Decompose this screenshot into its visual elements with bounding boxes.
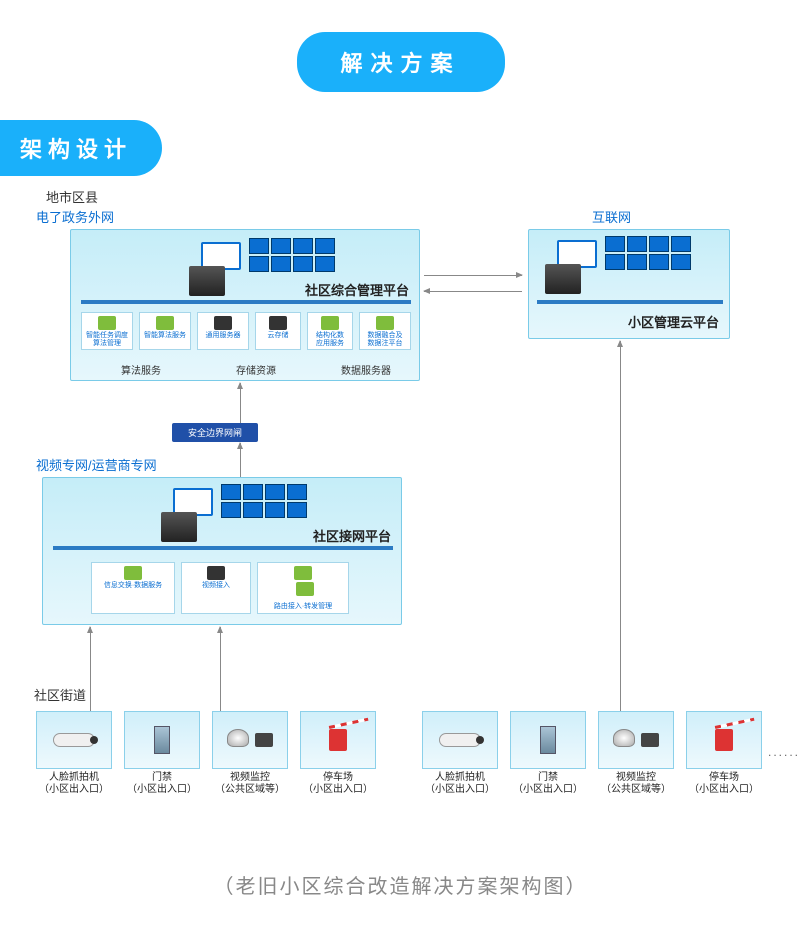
district-label: 地市区县	[46, 187, 98, 206]
dome-camera-icon	[613, 729, 635, 747]
sub-box: 通用服务器	[197, 312, 249, 350]
gov-sub-row: 智能任务调度算法管理 智能算法服务 通用服务器 云存储 结构化数应用服务 数据融…	[81, 312, 411, 350]
internet-label: 互联网	[592, 207, 631, 226]
video-wall-icon	[221, 502, 307, 518]
server-icon	[545, 264, 581, 294]
device-barrier: 停车场（小区出入口）	[298, 711, 378, 796]
video-wall-icon	[605, 254, 691, 270]
device-dome: 视频监控（公共区域等）	[210, 711, 290, 796]
cloud-platform-box: 小区管理云平台	[528, 229, 730, 339]
ptz-icon	[641, 733, 659, 747]
section-label: 数据服务器	[341, 362, 391, 377]
architecture-badge: 架构设计	[0, 120, 162, 176]
sub-box: 智能算法服务	[139, 312, 191, 350]
community-mgmt-platform-label: 社区综合管理平台	[305, 280, 409, 299]
sub-box: 视频接入	[181, 562, 251, 614]
divider-bar	[537, 300, 723, 304]
device-camera: 人脸抓拍机（小区出入口）	[420, 711, 500, 796]
section-label: 存储资源	[236, 362, 276, 377]
arrow-left	[424, 291, 522, 292]
camera-icon	[439, 733, 481, 747]
diagram-caption: （老旧小区综合改造解决方案架构图）	[0, 870, 801, 899]
access-net-platform-label: 社区接网平台	[313, 526, 391, 545]
sub-box: 路由接入·转发管理	[257, 562, 349, 614]
divider-bar	[81, 300, 411, 304]
sub-box: 结构化数应用服务	[307, 312, 353, 350]
gov-platform-box: 社区综合管理平台 智能任务调度算法管理 智能算法服务 通用服务器 云存储 结构化…	[70, 229, 420, 381]
cloud-platform-label: 小区管理云平台	[628, 312, 719, 331]
sub-box: 数据融合及数据注平台	[359, 312, 411, 350]
barrier-icon	[715, 729, 733, 751]
gate-icon	[154, 726, 170, 754]
video-wall-icon	[249, 238, 335, 254]
divider-bar	[53, 546, 393, 550]
sub-box: 云存储	[255, 312, 301, 350]
ptz-icon	[255, 733, 273, 747]
arrow-up	[90, 627, 91, 711]
gate-icon	[540, 726, 556, 754]
device-dome: 视频监控（公共区域等）	[596, 711, 676, 796]
server-icon	[189, 266, 225, 296]
street-label: 社区街道	[34, 685, 86, 704]
access-platform-box: 社区接网平台 信息交换·数据服务 视频接入 路由接入·转发管理	[42, 477, 402, 625]
arrow-up	[240, 443, 241, 481]
sub-box: 信息交换·数据服务	[91, 562, 175, 614]
video-wall-icon	[249, 256, 335, 272]
security-boundary-bar: 安全边界网闸	[172, 423, 258, 442]
device-barrier: 停车场（小区出入口）	[684, 711, 764, 796]
access-sub-row: 信息交换·数据服务 视频接入 路由接入·转发管理	[91, 562, 349, 614]
solution-badge: 解决方案	[296, 32, 504, 92]
device-gate: 门禁（小区出入口）	[122, 711, 202, 796]
ellipsis: ......	[768, 745, 800, 759]
device-camera: 人脸抓拍机（小区出入口）	[34, 711, 114, 796]
gov-extranet-label: 电了政务外网	[36, 207, 114, 226]
sub-box: 智能任务调度算法管理	[81, 312, 133, 350]
dome-camera-icon	[227, 729, 249, 747]
device-gate: 门禁（小区出入口）	[508, 711, 588, 796]
video-wall-icon	[221, 484, 307, 500]
arrow-up	[620, 341, 621, 711]
diagram-canvas: 地市区县 电了政务外网 互联网 社区综合管理平台 智能任务调度算法管理 智能算法…	[0, 175, 801, 855]
arrow-up	[240, 383, 241, 423]
video-net-label: 视频专⽹/运营商专⽹	[36, 455, 157, 474]
camera-icon	[53, 733, 95, 747]
server-icon	[161, 512, 197, 542]
video-wall-icon	[605, 236, 691, 252]
section-label: 算法服务	[121, 362, 161, 377]
arrow-up	[220, 627, 221, 711]
barrier-icon	[329, 729, 347, 751]
arrow-right	[424, 275, 522, 276]
